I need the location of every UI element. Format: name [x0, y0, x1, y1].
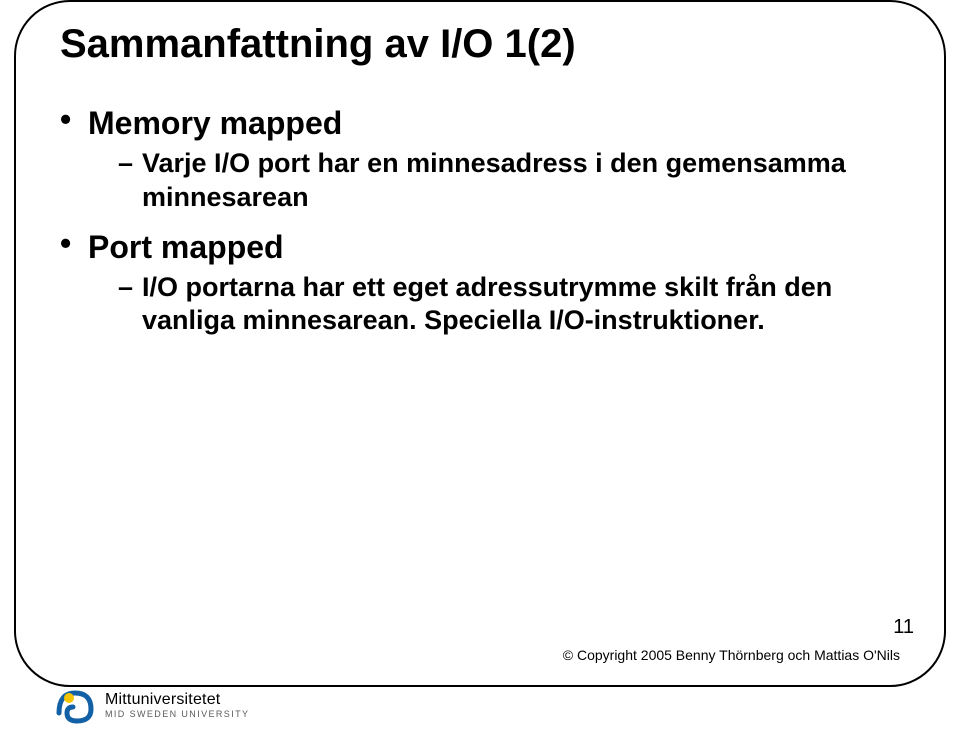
bullet-label: Port mapped — [88, 229, 284, 265]
sub-bullet-list: Varje I/O port har en minnesadress i den… — [118, 147, 900, 215]
footer-copyright: © Copyright 2005 Benny Thörnberg och Mat… — [563, 647, 900, 663]
logo-text: Mittuniversitetet MID SWEDEN UNIVERSITY — [105, 692, 249, 719]
university-logo: Mittuniversitetet MID SWEDEN UNIVERSITY — [55, 685, 249, 725]
bullet-list: Memory mapped Varje I/O port har en minn… — [60, 103, 900, 338]
slide: Sammanfattning av I/O 1(2) Memory mapped… — [0, 0, 960, 731]
slide-title: Sammanfattning av I/O 1(2) — [60, 22, 900, 67]
bullet-item: Port mapped I/O portarna har ett eget ad… — [60, 227, 900, 339]
logo-university-name: Mittuniversitetet — [105, 692, 249, 708]
sub-bullet-list: I/O portarna har ett eget adressutrymme … — [118, 271, 900, 339]
sub-bullet-item: I/O portarna har ett eget adressutrymme … — [118, 271, 900, 339]
sub-bullet-text: I/O portarna har ett eget adressutrymme … — [142, 272, 832, 336]
sub-bullet-item: Varje I/O port har en minnesadress i den… — [118, 147, 900, 215]
bullet-item: Memory mapped Varje I/O port har en minn… — [60, 103, 900, 215]
slide-content: Sammanfattning av I/O 1(2) Memory mapped… — [60, 22, 900, 350]
sub-bullet-text: Varje I/O port har en minnesadress i den… — [142, 148, 846, 212]
bullet-label: Memory mapped — [88, 105, 342, 141]
logo-university-subtitle: MID SWEDEN UNIVERSITY — [105, 710, 249, 719]
logo-mark-icon — [55, 685, 95, 725]
page-number: 11 — [893, 616, 914, 639]
